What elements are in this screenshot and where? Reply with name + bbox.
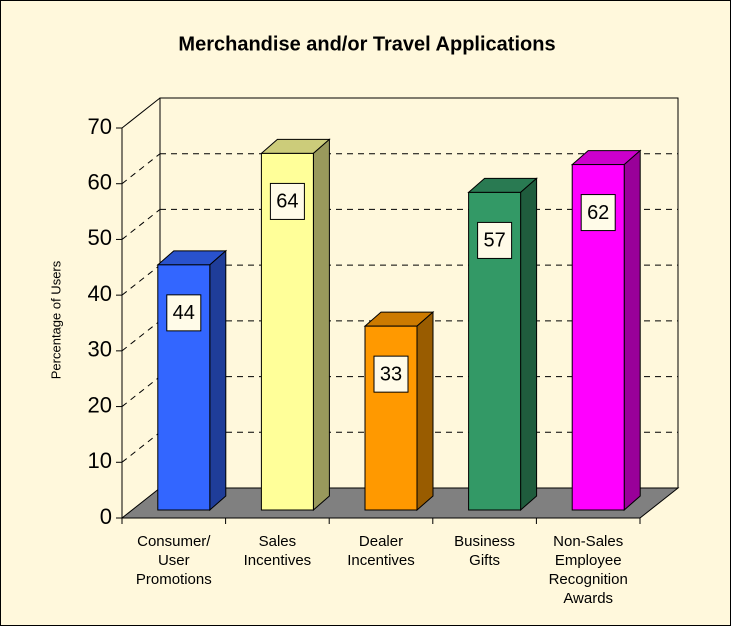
chart-title: Merchandise and/or Travel Applications	[178, 33, 555, 55]
value-label: 64	[276, 191, 298, 213]
y-tick-label: 30	[88, 337, 112, 362]
x-tick-label: Dealer Incentives	[347, 533, 415, 569]
bar-side	[416, 311, 434, 512]
x-tick-label-line: Incentives	[244, 552, 312, 569]
x-tick-label: Sales Incentives	[244, 533, 312, 569]
value-label: 62	[587, 202, 609, 224]
x-tick-label-line: Gifts	[469, 552, 500, 569]
x-tick-label: Consumer/User Promotions	[136, 533, 212, 588]
grid-line	[121, 264, 161, 296]
grid-line	[121, 153, 161, 185]
x-tick-label-line: Consumer/	[137, 533, 211, 550]
grid-line	[121, 320, 161, 352]
x-tick-label: Business Gifts	[454, 533, 515, 569]
y-axis-label: Percentage of Users	[48, 260, 63, 379]
y-tick-label: 40	[88, 281, 112, 306]
y-tick-label: 10	[88, 448, 112, 473]
bar-side	[209, 249, 227, 512]
bar	[156, 249, 228, 512]
value-label-box	[477, 221, 513, 259]
x-tick-label-line: Business	[454, 533, 515, 550]
bar-side	[312, 138, 330, 512]
left-wall-top	[121, 97, 161, 129]
grid-line	[121, 376, 161, 407]
x-tick-label-line: User	[158, 552, 190, 569]
value-label-box	[166, 294, 202, 332]
bar	[467, 177, 538, 512]
bar	[363, 311, 435, 512]
bar-side	[520, 177, 538, 512]
value-label: 44	[173, 302, 195, 324]
x-tick-label-line: Awards	[563, 590, 613, 607]
bar-side	[623, 149, 641, 512]
x-tick-label-line: Dealer	[359, 533, 403, 550]
value-label-box	[580, 194, 616, 232]
value-label: 57	[483, 230, 505, 252]
x-tick-label: Non-Sales Employee Recognition Awards	[549, 533, 628, 607]
bar-front	[364, 325, 418, 511]
y-tick-label: 0	[100, 504, 112, 529]
x-tick-label-line: Promotions	[136, 571, 212, 588]
y-tick-label: 50	[88, 225, 112, 250]
x-tick-label-line: Non-Sales	[553, 533, 623, 550]
grid-line	[121, 209, 161, 240]
grid-line	[121, 431, 161, 463]
value-label-box	[269, 182, 305, 220]
x-tick-label-line: Recognition	[549, 571, 628, 588]
value-label: 33	[380, 363, 402, 385]
y-tick-label: 70	[88, 114, 112, 139]
x-tick-label-line: Employee	[555, 552, 622, 569]
value-label-box	[373, 355, 409, 393]
x-tick-label-line: Sales	[259, 533, 297, 550]
y-tick-label: 20	[88, 392, 112, 417]
y-tick-label: 60	[88, 170, 112, 195]
x-tick-label-line: Incentives	[347, 552, 415, 569]
